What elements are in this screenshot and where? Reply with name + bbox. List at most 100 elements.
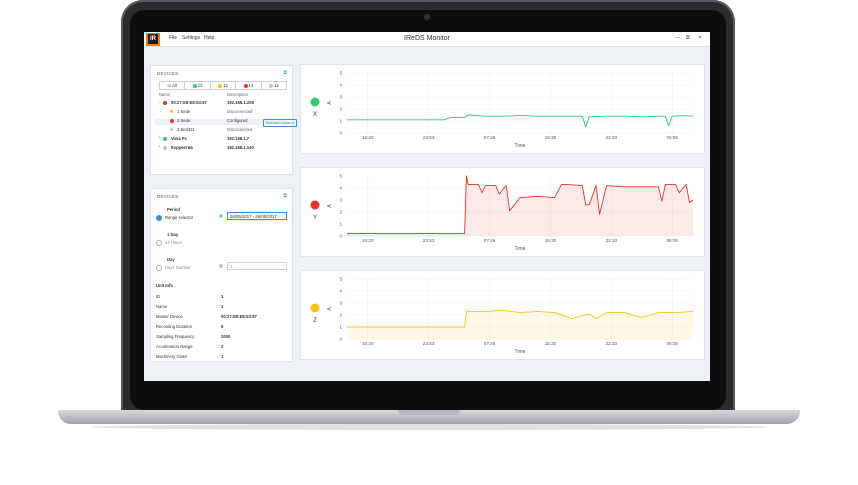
laptop-shadow <box>90 424 768 430</box>
menu-help[interactable]: Help <box>204 35 215 41</box>
x-tick-label: 16:20 <box>362 341 374 346</box>
device-name[interactable]: 00:27:E8:E8:53:87 <box>171 100 207 105</box>
y-tick-label: 2 <box>339 210 342 215</box>
y-tick-label: 0 <box>339 131 342 136</box>
filter-red[interactable]: 13 <box>236 82 262 89</box>
unit-info-label: Name <box>156 304 168 309</box>
title-bar: IR File Settings Help IReDS Monitor — ⧉ … <box>144 32 710 47</box>
unit-info-label: Recording Duration <box>156 324 193 329</box>
laptop-base <box>58 410 800 424</box>
x-tick-label: 06:06 <box>666 135 678 140</box>
expand-icon[interactable]: ⧉ <box>283 193 287 199</box>
device-name[interactable]: 3 Bed321 <box>177 127 195 132</box>
range-radio[interactable] <box>156 215 162 221</box>
unit-info-label: ID <box>156 294 161 299</box>
status-dot-icon <box>163 101 167 105</box>
day-radio[interactable] <box>156 240 162 246</box>
x-tick-label: 06:06 <box>666 238 678 243</box>
unit-info-value: 2000 <box>221 334 231 339</box>
unit-info-value: 1 <box>221 294 224 299</box>
unit-info-label: Machinery Class <box>156 354 187 359</box>
x-tick-label: 22:33 <box>606 135 618 140</box>
device-description: Disconnected <box>227 109 253 114</box>
select-all-icon: ☑ <box>167 83 172 88</box>
unit-info-value: 5 <box>221 324 224 329</box>
status-dot-icon <box>170 128 173 131</box>
chart-panel-y: Y A 0 1 2 3 4 5 16:20 23:53 07:26 15:30 22:33 06:06 Ti… <box>300 167 705 257</box>
unit-info-title: Unit Info <box>156 283 173 288</box>
day-heading: 1 Day <box>167 232 179 237</box>
days-number-input[interactable]: 1 <box>227 262 287 270</box>
24-hours-label: 24 Hours <box>165 240 182 245</box>
device-description: Disconnected <box>227 127 253 132</box>
devices-panel-title: DEVICES <box>157 71 179 76</box>
expand-icon[interactable]: + <box>158 144 161 149</box>
device-name[interactable]: Корректив <box>171 145 193 150</box>
series-line <box>347 309 694 328</box>
series-marker <box>310 200 320 210</box>
series-marker <box>310 97 320 107</box>
y-tick-label: 3 <box>339 198 342 203</box>
series-line <box>347 175 694 235</box>
x-tick-label: 22:33 <box>606 341 618 346</box>
menu-settings[interactable]: Settings <box>182 35 201 41</box>
days-radio[interactable] <box>156 265 162 271</box>
maximize-button[interactable]: ⧉ <box>686 35 690 41</box>
x-tick-label: 15:30 <box>545 135 557 140</box>
app-window: IR File Settings Help IReDS Monitor — ⧉ … <box>144 32 710 381</box>
collapse-icon[interactable]: − <box>158 100 161 105</box>
filter-yellow[interactable]: 12 <box>211 82 237 89</box>
chart-panel-x: X A 0 1 2 3 4 5 16:20 23:53 07:26 15:30 22:33 06:06 Ti… <box>300 64 705 154</box>
date-range-input[interactable]: 26/05/2017 - 26/05/2017 <box>227 212 287 220</box>
y-tick-label: 0 <box>339 337 342 342</box>
y-axis-label: A <box>327 204 333 208</box>
expand-icon[interactable]: ⧉ <box>283 70 287 76</box>
x-tick-label: 16:20 <box>362 135 374 140</box>
unit-info-value: 1 <box>221 354 224 359</box>
expand-icon[interactable]: + <box>158 135 161 140</box>
days-heading: Day <box>167 257 175 262</box>
range-selector-label: Range selector <box>165 215 194 220</box>
filter-all[interactable]: ☑ All <box>160 82 186 89</box>
close-button[interactable]: ✕ <box>698 35 703 41</box>
menu-file[interactable]: File <box>169 35 178 41</box>
y-axis-label: A <box>327 307 333 311</box>
status-dot-icon <box>163 137 167 141</box>
y-axis-label: A <box>327 101 333 105</box>
device-name[interactable]: 2 Sede <box>177 118 191 123</box>
x-tick-label: 22:33 <box>606 238 618 243</box>
series-marker <box>310 303 320 313</box>
selected-row-highlight <box>155 119 289 125</box>
x-axis-label: Time <box>515 246 526 252</box>
x-axis-label: Time <box>515 349 526 355</box>
unit-info-value: 1 <box>221 304 224 309</box>
y-tick-label: 2 <box>339 313 342 318</box>
device-description: 192.168.1.140 <box>227 145 254 150</box>
y-tick-label: 4 <box>339 83 342 88</box>
series-area <box>347 310 693 339</box>
series-label: X <box>313 112 317 118</box>
device-name[interactable]: 1 Sede <box>177 109 191 114</box>
y-tick-label: 2 <box>339 107 342 112</box>
chart-x: X A 0 1 2 3 4 5 16:20 23:53 07:26 15:30 22:33 06:06 Ti… <box>310 71 694 149</box>
device-description: Configured <box>227 118 248 123</box>
y-tick-label: 4 <box>339 186 342 191</box>
filter-green[interactable]: 12 <box>185 82 211 89</box>
selected-measure-button[interactable]: Selected measure <box>263 119 297 127</box>
status-dot-icon <box>243 83 248 88</box>
y-tick-label: 0 <box>339 234 342 239</box>
chart-y: Y A 0 1 2 3 4 5 16:20 23:53 07:26 15:30 22:33 06:06 Ti… <box>310 174 694 252</box>
filter-grey[interactable]: 12 <box>262 82 286 89</box>
calendar-icon[interactable]: ▦ <box>219 213 223 218</box>
period-panel-title: DEVICES <box>157 194 179 199</box>
period-label: Period <box>167 207 181 212</box>
y-tick-label: 1 <box>339 222 342 227</box>
calendar-icon[interactable]: ▦ <box>219 263 223 268</box>
device-name[interactable]: Vova Pc <box>171 136 187 141</box>
y-tick-label: 4 <box>339 289 342 294</box>
minimize-button[interactable]: — <box>675 35 680 41</box>
x-tick-label: 23:53 <box>423 238 435 243</box>
status-dot-icon <box>170 110 173 113</box>
column-name: Name <box>159 92 171 97</box>
unit-info-label: Sampling Frequency <box>156 334 195 339</box>
